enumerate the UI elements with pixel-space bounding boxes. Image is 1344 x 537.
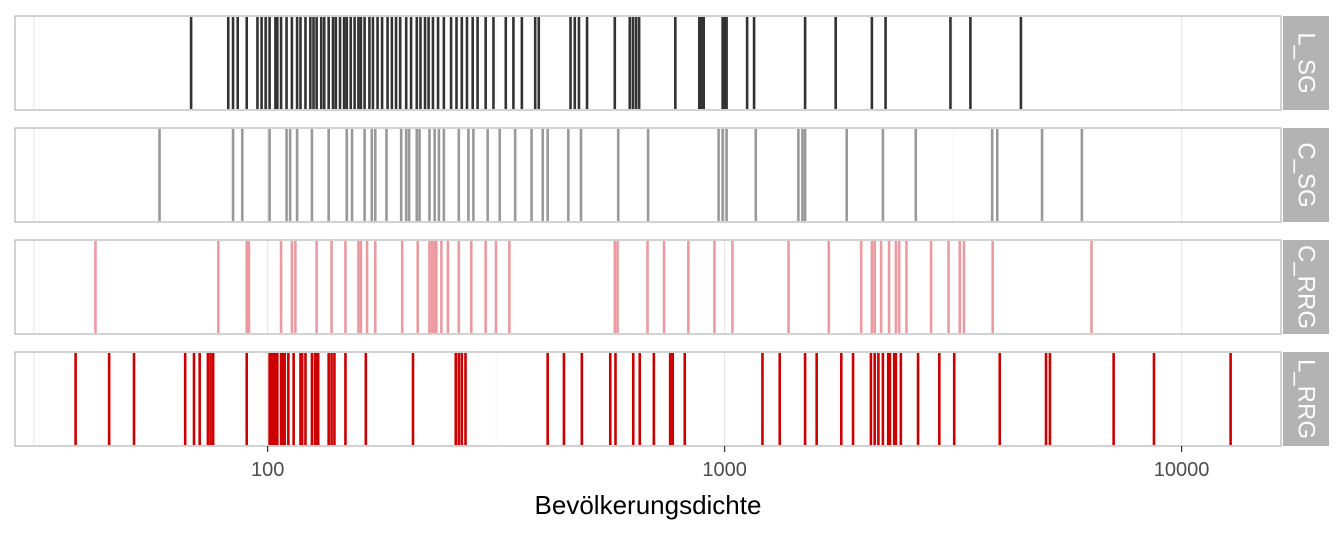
facet-strip xyxy=(1283,352,1329,446)
facet-strip-label: L_SG xyxy=(1293,32,1320,93)
facet-strip-label: C_SG xyxy=(1293,142,1320,207)
x-axis: 100 1000 10000 xyxy=(251,446,1209,481)
panel-border xyxy=(14,351,1282,447)
x-tick-label: 1000 xyxy=(702,459,747,481)
facet-strip-label: L_RRG xyxy=(1293,359,1320,439)
panel-border xyxy=(14,127,1282,223)
facet-strip xyxy=(1283,128,1329,222)
panel-c-rrg: C_RRG xyxy=(14,239,1329,335)
x-tick-label: 10000 xyxy=(1154,459,1210,481)
panel-l-rrg: L_RRG xyxy=(14,351,1329,447)
panel-l-sg: L_SG xyxy=(14,15,1329,111)
facet-strip xyxy=(1283,240,1329,334)
x-axis-title: Bevölkerungsdichte xyxy=(535,490,762,520)
panel-c-sg: C_SG xyxy=(14,127,1329,223)
panel-border xyxy=(14,239,1282,335)
x-tick-label: 100 xyxy=(251,459,284,481)
panel-border xyxy=(14,15,1282,111)
facet-strip xyxy=(1283,16,1329,110)
panels-layer: L_SG C_SG C_RRG L_RRG xyxy=(14,15,1329,447)
facet-strip-label: C_RRG xyxy=(1293,245,1320,329)
